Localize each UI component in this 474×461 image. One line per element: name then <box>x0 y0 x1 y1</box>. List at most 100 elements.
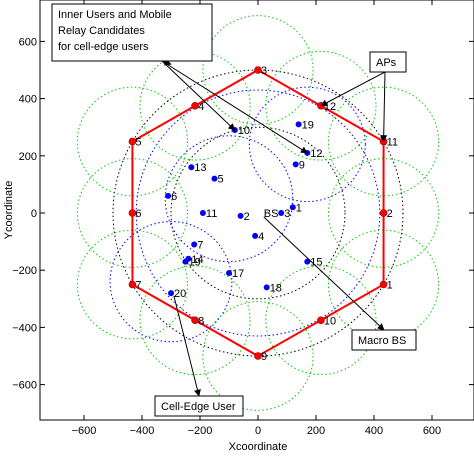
y-tick-label: 400 <box>19 94 37 106</box>
y-tick-label: 0 <box>31 208 37 220</box>
ap-label: 2 <box>387 208 393 220</box>
ap-point <box>128 137 137 146</box>
ap-point <box>254 66 262 74</box>
annotation-cell-edge-user: Cell-Edge User <box>154 395 244 417</box>
annotation-inner-users-line-3: for cell-edge users <box>58 41 149 53</box>
y-tick-label: −400 <box>12 322 37 334</box>
user-point <box>252 232 259 239</box>
x-tick-label: −600 <box>72 425 97 437</box>
user-label: 20 <box>174 288 186 300</box>
y-tick-label: −600 <box>12 380 37 392</box>
user-point <box>289 204 296 211</box>
user-point <box>226 270 232 277</box>
user-label: 6 <box>171 191 177 203</box>
user-label: 10 <box>238 125 250 137</box>
ap-coverage-circle <box>76 86 189 197</box>
user-point <box>263 284 270 291</box>
ap-label: 9 <box>261 351 267 363</box>
user-point <box>278 210 285 216</box>
user-label: 3 <box>284 208 290 220</box>
user-point <box>191 241 198 248</box>
user-point <box>304 258 311 265</box>
x-axis-title: Xcoordinate <box>229 441 288 453</box>
annotation-macro-bs-text: Macro BS <box>358 335 406 347</box>
ap-label: 5 <box>135 137 141 149</box>
ap-label: 6 <box>135 208 141 220</box>
arrow-cell-edge-user <box>173 295 201 397</box>
ap-label: 10 <box>324 315 336 327</box>
y-axis-title: Ycoordinate <box>3 181 15 240</box>
ap-point <box>254 352 262 360</box>
y-tick-label: 200 <box>19 151 37 163</box>
user-point <box>199 210 206 216</box>
user-point <box>211 175 218 182</box>
ap-label: 3 <box>261 65 267 77</box>
relay-coverage-ring <box>248 86 366 203</box>
ap-point <box>379 280 388 289</box>
annotation-inner-users: Inner Users and Mobile Relay Candidates … <box>51 3 213 62</box>
bs-label: BS <box>264 208 279 220</box>
arrow-macro-bs <box>263 216 385 331</box>
relay-coverage-ring <box>164 135 294 263</box>
ap-coverage-circle <box>202 301 314 411</box>
user-label: 1 <box>296 202 302 214</box>
user-label: 19 <box>302 119 314 131</box>
annotation-inner-users-line-2: Relay Candidates <box>58 25 145 37</box>
user-label: 13 <box>194 162 206 174</box>
annotation-cell-edge-user-box <box>154 395 244 417</box>
user-point <box>165 192 172 199</box>
user-point <box>295 121 302 128</box>
annotation-macro-bs: Macro BS <box>351 329 417 351</box>
annotation-aps-box <box>369 51 407 73</box>
annotation-macro-bs-box <box>351 329 417 351</box>
user-point <box>182 258 189 265</box>
x-tick-label: 600 <box>423 425 441 437</box>
user-point <box>188 164 195 171</box>
outer-ring <box>112 69 404 357</box>
x-tick-label: 400 <box>365 425 383 437</box>
arrow-inner-users-3 <box>161 60 308 154</box>
user-label: 7 <box>197 239 203 251</box>
x-tick-label: −200 <box>188 425 213 437</box>
ap-coverage-circle <box>139 265 251 376</box>
ap-point <box>128 280 137 289</box>
user-point <box>237 212 244 219</box>
arrow-inner-users-2 <box>161 60 236 131</box>
ap-point <box>128 209 137 217</box>
user-label: 9 <box>299 159 305 171</box>
user-label: 14 <box>191 254 203 266</box>
user-label: 15 <box>310 257 322 269</box>
ap-label: 12 <box>324 101 336 113</box>
ap-label: 1 <box>387 280 393 292</box>
user-label: 19 <box>189 257 201 269</box>
ap-label: 7 <box>135 280 141 292</box>
ap-coverage-circle <box>327 86 440 197</box>
ap-point <box>317 316 325 325</box>
y-tick-label: 600 <box>19 36 37 48</box>
x-tick-label: 200 <box>307 425 325 437</box>
arrow-aps-1 <box>320 71 386 107</box>
annotation-aps: APs <box>369 51 407 73</box>
ap-point <box>379 209 388 217</box>
user-label: 2 <box>244 211 250 223</box>
annotation-cell-edge-user-text: Cell-Edge User <box>161 401 236 413</box>
annotation-inner-users-box <box>51 3 213 62</box>
x-tick-label: −400 <box>130 425 155 437</box>
arrow-aps-2 <box>380 71 388 143</box>
ap-point <box>191 316 199 325</box>
user-point <box>168 290 174 297</box>
ap-label: 4 <box>198 101 204 113</box>
annotation-aps-text: APs <box>376 57 397 69</box>
ap-point <box>191 101 199 110</box>
ap-coverage-circle <box>202 15 314 125</box>
user-label: 4 <box>258 231 264 243</box>
user-label: 18 <box>270 282 282 294</box>
ap-coverage-circle <box>265 265 377 376</box>
ap-coverage-circle <box>265 50 377 161</box>
user-label: 11 <box>206 208 217 220</box>
ap-label: 11 <box>387 137 398 149</box>
user-label: 17 <box>232 268 244 280</box>
relay-coverage-ring <box>109 221 233 343</box>
